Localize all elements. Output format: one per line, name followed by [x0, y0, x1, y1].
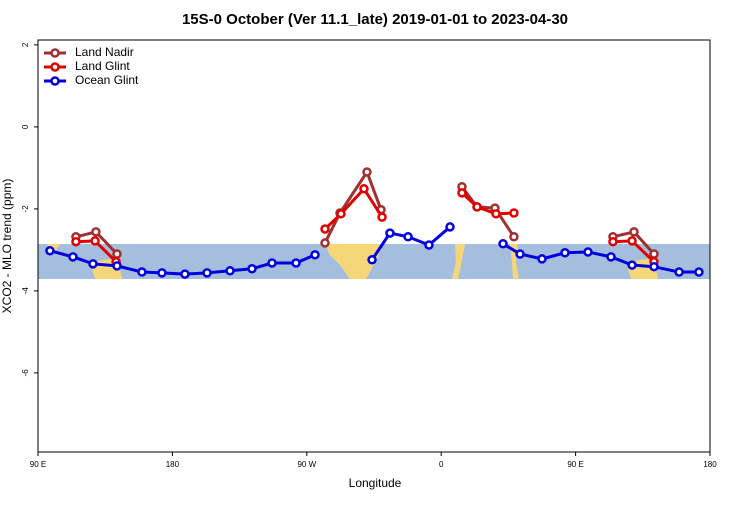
- data-point: [537, 254, 547, 264]
- data-point: [403, 232, 413, 242]
- plot-frame: [37, 39, 711, 453]
- data-point: [247, 264, 257, 274]
- series-line: [460, 191, 514, 216]
- data-point: [498, 238, 508, 249]
- y-tick-label: 0: [21, 124, 30, 129]
- data-point: [424, 240, 434, 250]
- x-tick-label: 180: [166, 460, 180, 469]
- data-point: [291, 258, 301, 268]
- x-tick-label: 90 W: [297, 460, 316, 469]
- data-point: [71, 236, 81, 247]
- data-point: [88, 259, 98, 269]
- data-point: [112, 249, 122, 259]
- data-point: [377, 212, 387, 222]
- legend-label: Ocean Glint: [75, 73, 139, 87]
- legend-label: Land Glint: [75, 59, 130, 73]
- data-point: [627, 260, 637, 270]
- data-point: [445, 222, 455, 232]
- data-point: [367, 254, 377, 265]
- data-point: [202, 268, 212, 278]
- series-line: [323, 168, 383, 244]
- legend-label: Land Nadir: [75, 45, 134, 59]
- data-point: [606, 252, 616, 262]
- data-point: [336, 209, 346, 219]
- data-point: [627, 236, 637, 246]
- data-point: [674, 267, 684, 277]
- data-point: [649, 261, 659, 272]
- data-point: [157, 268, 167, 278]
- data-point: [320, 224, 330, 234]
- data-point: [385, 228, 395, 238]
- data-point: [608, 236, 618, 247]
- y-tick-label: 2: [21, 42, 30, 47]
- data-point: [583, 247, 593, 257]
- y-tick-label: -6: [21, 369, 30, 377]
- series-line: [460, 185, 516, 238]
- data-point: [320, 238, 330, 248]
- y-tick-label: -2: [21, 205, 30, 213]
- legend-marker: [50, 76, 60, 86]
- data-point: [491, 209, 501, 219]
- x-tick-label: 0: [439, 460, 444, 469]
- data-point: [112, 261, 122, 271]
- x-axis-label: Longitude: [349, 476, 402, 490]
- series-line: [323, 186, 384, 231]
- data-point: [180, 269, 190, 279]
- chart-title: 15S-0 October (Ver 11.1_late) 2019-01-01…: [182, 11, 568, 28]
- data-point: [629, 227, 639, 237]
- x-tick-label: 90 E: [567, 460, 583, 469]
- series-line: [502, 242, 699, 274]
- data-point: [649, 249, 659, 259]
- x-tick-label: 90 E: [30, 460, 46, 469]
- data-point: [509, 208, 519, 218]
- y-tick-label: -4: [21, 287, 30, 295]
- data-point: [137, 267, 147, 277]
- y-axis-label: XCO2 - MLO trend (ppm): [0, 179, 14, 314]
- data-point: [515, 249, 525, 259]
- data-point: [560, 248, 570, 258]
- legend-marker: [50, 62, 60, 72]
- legend-marker: [50, 48, 60, 58]
- data-point: [509, 232, 519, 242]
- x-tick-label: 180: [703, 460, 717, 469]
- data-point: [310, 250, 320, 260]
- data-point: [45, 245, 55, 256]
- data-point: [225, 266, 235, 276]
- data-point: [91, 227, 101, 237]
- data-point: [362, 167, 372, 177]
- data-point: [90, 236, 100, 246]
- data-point: [457, 188, 467, 198]
- data-point: [472, 202, 482, 212]
- data-point: [267, 258, 277, 268]
- data-point: [68, 252, 78, 262]
- data-point: [359, 184, 369, 194]
- data-point: [694, 267, 704, 277]
